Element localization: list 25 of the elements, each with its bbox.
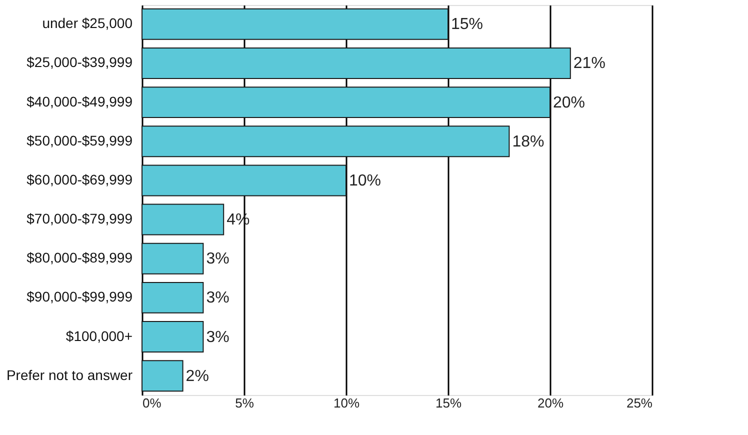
data-label: 20% <box>553 94 586 112</box>
y-tick-label: $40,000-$49,999 <box>26 93 133 110</box>
data-label: 18% <box>512 133 544 150</box>
data-label: 3% <box>206 290 230 307</box>
y-tick-label: $50,000-$59,999 <box>26 132 133 148</box>
y-tick-label: $100,000+ <box>66 328 132 344</box>
data-label: 15% <box>451 16 484 34</box>
y-tick-label: $90,000-$99,999 <box>26 288 133 305</box>
data-label: 2% <box>186 368 209 385</box>
x-tick-label: 15% <box>435 396 462 410</box>
y-tick-label: under $25,000 <box>42 15 133 32</box>
y-tick-label: Prefer not to answer <box>6 366 133 383</box>
x-tick-label: 25% <box>626 396 653 410</box>
y-tick-label: $70,000-$79,999 <box>26 210 133 227</box>
x-tick-label: 5% <box>235 396 254 410</box>
data-label: 10% <box>349 172 382 190</box>
y-tick-label: $60,000-$69,999 <box>26 171 133 188</box>
x-tick-label: 20% <box>537 396 564 410</box>
data-label: 21% <box>573 55 606 72</box>
data-label: 3% <box>206 328 230 346</box>
x-tick-label: 10% <box>333 396 360 410</box>
x-tick-label: 0% <box>142 396 162 410</box>
data-label: 3% <box>206 250 230 268</box>
y-tick-label: $25,000-$39,999 <box>26 54 133 70</box>
y-tick-label: $80,000-$89,999 <box>26 250 133 266</box>
